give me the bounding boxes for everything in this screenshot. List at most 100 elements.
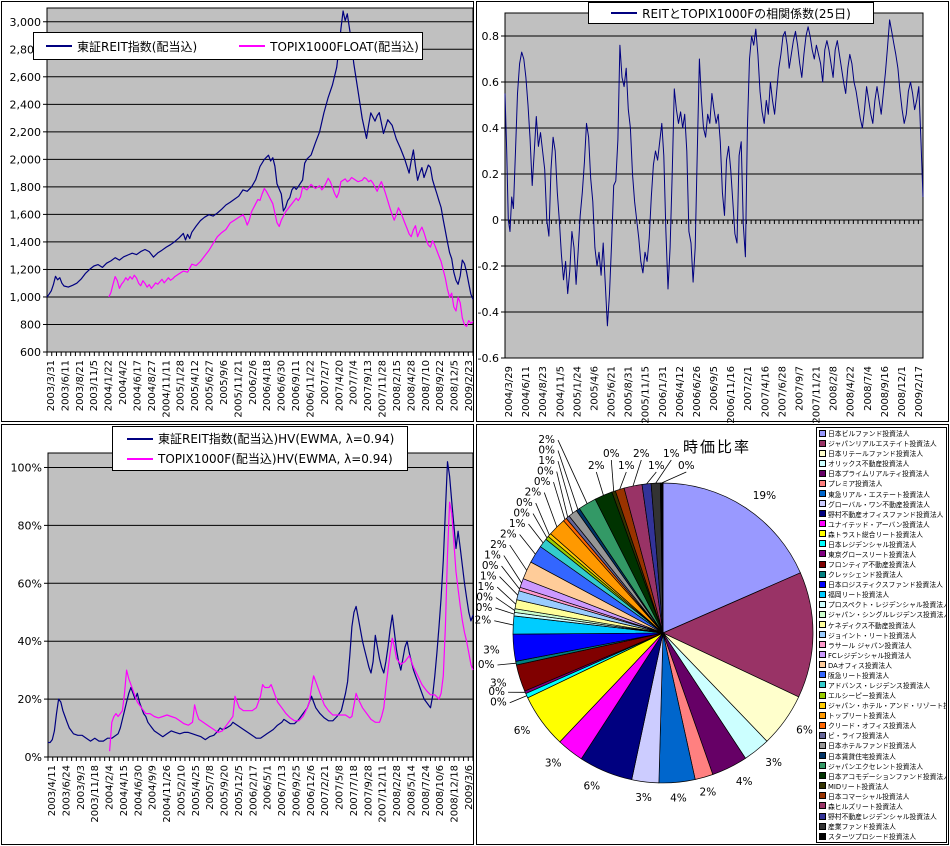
pie-legend-item: ケネディクス不動産投資法人 — [817, 619, 946, 630]
legend-label: REITとTOPIX1000Fの相関係数(25日) — [642, 6, 851, 21]
x-axis-tick-label: 2009/3/6 — [464, 765, 475, 810]
pie-slice-label: 2% — [475, 615, 491, 627]
legend-label: MIDリート投資法人 — [828, 782, 889, 791]
pie-slice-label: 1% — [478, 581, 495, 593]
pie-slice-label: 0% — [476, 592, 493, 604]
pie-legend: 日本ビルファンド投資法人 ジャパンリアルエステイト投資法人 日本リテールファンド投資… — [816, 427, 947, 843]
legend-color-marker — [819, 631, 826, 639]
label-leader-line — [495, 597, 515, 611]
legend-color-marker — [819, 721, 826, 729]
label-leader-line — [619, 471, 627, 490]
x-axis-tick-label: 2007/9/28 — [363, 765, 374, 816]
x-axis-tick-label: 2006/4/12 — [675, 366, 686, 417]
x-axis-tick-label: 2003/8/21 — [75, 360, 86, 411]
pie-slice-label: 3% — [490, 678, 507, 690]
pie-legend-item: 福岡リート投資法人 — [817, 589, 946, 599]
pie-legend-item: 野村不動産レジデンシャル投資法人 — [817, 811, 946, 821]
legend-color-marker — [819, 641, 826, 649]
pie-slice-label: 19% — [753, 490, 776, 502]
label-leader-line — [557, 460, 574, 514]
legend-color-marker — [819, 530, 826, 538]
legend-entry: 東証REIT指数(配当込)HV(EWMA, λ=0.94) — [127, 429, 394, 449]
legend-label: TOPIX1000F(配当込)HV(EWMA, λ=0.94) — [158, 452, 393, 466]
legend-color-marker — [819, 671, 826, 679]
x-axis-tick-label: 2006/9/25 — [291, 765, 302, 816]
pie-legend-item: ジャパン・シングルレジデンス投資法人 — [817, 609, 946, 619]
pie-legend-item: 野村不動産オフィスファンド投資法人 — [817, 509, 946, 519]
pie-legend-item: 日本リテールファンド投資法人 — [817, 448, 946, 458]
legend-label: グローバル・ワン不動産投資法人 — [828, 500, 930, 509]
pie-slice-label: 0% — [478, 659, 495, 671]
label-leader-line — [632, 459, 642, 487]
y-axis-tick-label: 2,600 — [10, 71, 42, 84]
x-axis-tick-label: 2006/2/17 — [248, 765, 259, 816]
x-axis-tick-label: 2006/1/31 — [658, 366, 669, 417]
x-axis-tick-label: 2004/1/22 — [104, 360, 115, 411]
pie-legend-item: グローバル・ワン不動産投資法人 — [817, 499, 946, 509]
legend-label: トップリート投資法人 — [828, 712, 896, 721]
pie-legend-item: 産業ファンド投資法人 — [817, 821, 946, 831]
x-axis-tick-label: 2007/7/18 — [349, 765, 360, 816]
x-axis-tick-label: 2009/2/17 — [914, 366, 925, 417]
correlation-plot: 0.8 0.6 0.4 0.2 0 -0.2 -0.4 -0.6 2004/3/29 2004/6… — [476, 1, 949, 423]
x-axis-tick-label: 2005/4/12 — [190, 360, 201, 411]
x-axis-tick-label: 2005/1/24 — [572, 366, 583, 417]
legend-color-marker — [819, 621, 826, 629]
legend-label: ラサール ジャパン投資法人 — [828, 641, 912, 650]
legend-color-marker — [819, 661, 826, 669]
label-leader-line — [532, 513, 548, 539]
pie-slice-label: 6% — [584, 780, 601, 792]
pie-slice-label: 0% — [482, 560, 499, 572]
x-axis-tick-label: 2008/5/14 — [406, 765, 417, 816]
legend-color-marker — [819, 469, 826, 477]
legend-label: ジャパン・ホテル・アンド・リゾート投資法人 — [828, 702, 946, 711]
legend-label: 日本リテールファンド投資法人 — [828, 450, 924, 459]
legend-color-marker — [819, 560, 826, 568]
x-axis-tick-label: 2007/12/11 — [378, 765, 389, 823]
series-line-swatch — [239, 45, 266, 47]
x-axis-tick-label: 2005/7/8 — [205, 765, 216, 810]
x-axis-tick-label: 2007/5/8 — [335, 765, 346, 810]
pie-legend-item: クリード・オフィス投資法人 — [817, 720, 946, 730]
x-axis-tick-label: 2005/4/25 — [191, 765, 202, 816]
y-axis-tick-label: 60% — [18, 577, 42, 590]
legend-color-marker — [819, 570, 826, 578]
x-axis-tick-label: 2004/8/27 — [147, 360, 158, 411]
pie-title: 時価比率 — [683, 438, 752, 456]
x-axis-tick-label: 2006/11/22 — [305, 360, 316, 418]
y-axis-tick-label: 0.2 — [482, 168, 500, 181]
x-axis-tick-label: 2004/9/9 — [148, 765, 159, 810]
pie-legend-item: スターツプロシード投資法人 — [817, 831, 946, 841]
pie-slice-label: 3% — [483, 644, 500, 656]
pie-slice-label: 2% — [538, 434, 555, 446]
legend-label: 森トラスト総合リート投資法人 — [828, 530, 924, 539]
legend-label: ユナイテッド・アーバン投資法人 — [828, 520, 930, 529]
x-axis-tick-label: 2006/2/6 — [248, 360, 259, 405]
x-axis-tick-label: 2008/7/10 — [421, 360, 432, 411]
label-leader-line — [556, 471, 569, 518]
x-axis-tick-label: 2007/9/13 — [363, 360, 374, 411]
legend-label: 日本アコモデーションファンド投資法人 — [828, 772, 946, 781]
legend-label: 日本レジデンシャル投資法人 — [828, 540, 917, 549]
legend-color-marker — [819, 752, 826, 760]
legend-label: ケネディクス不動産投資法人 — [828, 621, 916, 630]
y-axis-tick-label: 1,200 — [10, 263, 42, 276]
y-axis-tick-label: 1,800 — [10, 181, 42, 194]
legend-color-marker — [819, 772, 826, 780]
pie-plot: 19%14%6%3%4%2%4%3%6%3%6%0%0%3%0%3%2%0%0%… — [475, 424, 949, 845]
legend-color-marker — [819, 782, 826, 790]
x-axis-tick-label: 2009/2/23 — [464, 360, 475, 411]
legend-color-marker — [819, 832, 826, 840]
series-line — [46, 10, 474, 300]
x-axis-tick-label: 2005/11/21 — [233, 360, 244, 418]
x-axis-tick-label: 2007/6/28 — [777, 366, 788, 417]
legend-color-marker — [819, 580, 826, 588]
series-line — [109, 501, 474, 752]
legend-label: 東証REIT指数(配当込)HV(EWMA, λ=0.94) — [158, 432, 395, 446]
legend-label: ビ・ライフ投資法人 — [828, 732, 890, 741]
legend-label: 野村不動産レジデンシャル投資法人 — [828, 813, 937, 821]
legend-label: アドバンス・レジデンス投資法人 — [828, 681, 931, 690]
legend-color-marker — [819, 510, 826, 518]
series-line-swatch — [127, 457, 153, 460]
